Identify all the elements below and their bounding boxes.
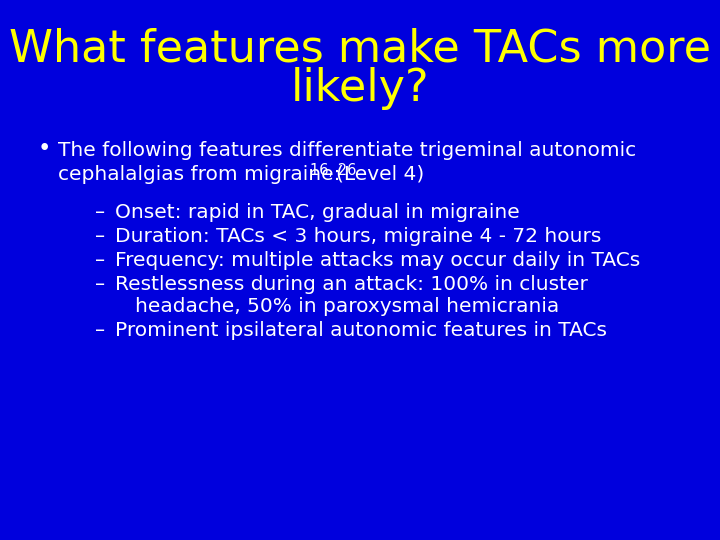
Text: –: – [95,227,105,246]
Text: Onset: rapid in TAC, gradual in migraine: Onset: rapid in TAC, gradual in migraine [115,203,520,222]
Text: (Level 4): (Level 4) [336,165,424,184]
Text: Restlessness during an attack: 100% in cluster: Restlessness during an attack: 100% in c… [115,275,588,294]
Text: Frequency: multiple attacks may occur daily in TACs: Frequency: multiple attacks may occur da… [115,251,640,270]
Text: cephalalgias from migraine:: cephalalgias from migraine: [58,165,347,184]
Text: –: – [95,203,105,222]
Text: likely?: likely? [291,67,429,110]
Text: Prominent ipsilateral autonomic features in TACs: Prominent ipsilateral autonomic features… [115,321,607,340]
Text: 16, 26: 16, 26 [310,163,356,178]
Text: What features make TACs more: What features make TACs more [9,27,711,70]
Text: The following features differentiate trigeminal autonomic: The following features differentiate tri… [58,141,636,160]
Text: Duration: TACs < 3 hours, migraine 4 - 72 hours: Duration: TACs < 3 hours, migraine 4 - 7… [115,227,601,246]
Text: –: – [95,251,105,270]
Text: –: – [95,275,105,294]
Text: –: – [95,321,105,340]
Text: headache, 50% in paroxysmal hemicrania: headache, 50% in paroxysmal hemicrania [135,297,559,316]
Text: •: • [38,137,51,160]
